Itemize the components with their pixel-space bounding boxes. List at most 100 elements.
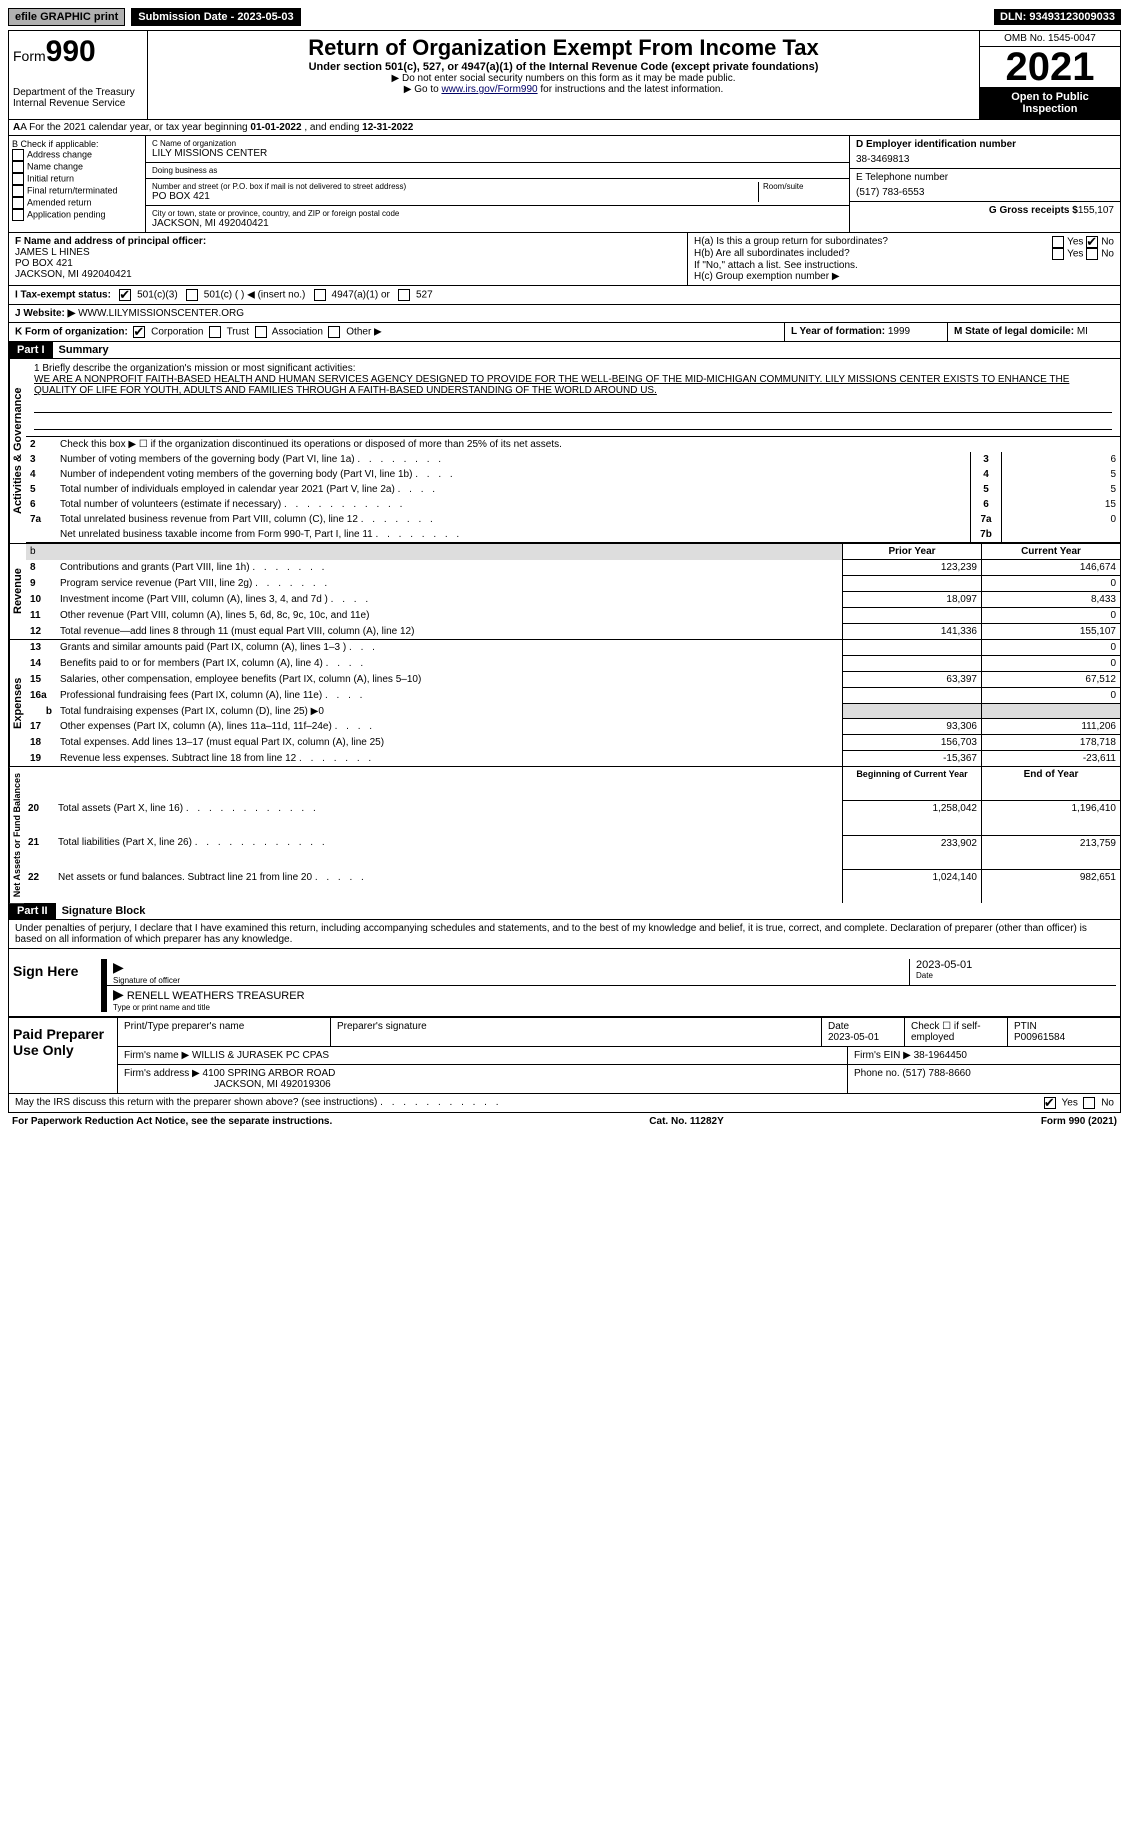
paid-preparer-block: Paid Preparer Use Only Print/Type prepar… (9, 1016, 1120, 1093)
officer-addr2: JACKSON, MI 492040421 (15, 269, 132, 280)
k-cell: K Form of organization: Corporation Trus… (9, 323, 785, 341)
current-year-hdr: Current Year (982, 544, 1121, 560)
part2-badge: Part II (9, 903, 56, 919)
l-cell: L Year of formation: 1999 (785, 323, 948, 341)
dln-badge: DLN: 93493123009033 (994, 9, 1121, 25)
table-row: 7aTotal unrelated business revenue from … (26, 512, 1120, 527)
table-row: 10Investment income (Part VIII, column (… (26, 592, 1120, 608)
chk-corp[interactable] (133, 326, 145, 338)
h-b-row: H(b) Are all subordinates included? Yes … (694, 248, 1114, 260)
preparer-date-hdr: Date (828, 1021, 849, 1032)
table-row: 11Other revenue (Part VIII, column (A), … (26, 608, 1120, 624)
dba-row: Doing business as (146, 163, 849, 179)
firm-ein: 38-1964450 (914, 1050, 967, 1061)
ha-no[interactable] (1086, 236, 1098, 248)
col-c-org-info: C Name of organization LILY MISSIONS CEN… (146, 136, 849, 232)
officer-name: JAMES L HINES (15, 247, 90, 258)
net-table: Beginning of Current YearEnd of Year 20T… (24, 767, 1120, 903)
city-value: JACKSON, MI 492040421 (152, 218, 843, 229)
firm-addr-label: Firm's address ▶ (124, 1068, 200, 1079)
form-note-link: ▶ Go to www.irs.gov/Form990 for instruct… (152, 84, 975, 95)
chk-501c3[interactable] (119, 289, 131, 301)
firm-addr-row: Firm's address ▶ 4100 SPRING ARBOR ROADJ… (118, 1065, 1120, 1093)
discuss-no[interactable] (1083, 1097, 1095, 1109)
chk-final-return[interactable]: Final return/terminated (12, 185, 142, 197)
firm-name-row: Firm's name ▶ WILLIS & JURASEK PC CPAS F… (118, 1047, 1120, 1065)
page-footer: For Paperwork Reduction Act Notice, see … (8, 1113, 1121, 1130)
tab-net-assets: Net Assets or Fund Balances (9, 767, 24, 903)
table-row: 4Number of independent voting members of… (26, 467, 1120, 482)
table-row: Net unrelated business taxable income fr… (26, 527, 1120, 543)
gross-receipts-row: G Gross receipts $155,107 (850, 202, 1120, 219)
firm-name: WILLIS & JURASEK PC CPAS (192, 1050, 329, 1061)
chk-other[interactable] (328, 326, 340, 338)
street-row: Number and street (or P.O. box if mail i… (146, 179, 849, 206)
efile-badge: efile GRAPHIC print (8, 8, 125, 26)
ptin-value: P00961584 (1014, 1032, 1065, 1043)
table-row: 8Contributions and grants (Part VIII, li… (26, 560, 1120, 576)
ptin-hdr: PTIN (1014, 1021, 1037, 1032)
officer-addr1: PO BOX 421 (15, 258, 73, 269)
chk-assoc[interactable] (255, 326, 267, 338)
mission-blank-line (34, 398, 1112, 413)
header-right: OMB No. 1545-0047 2021 Open to Public In… (979, 31, 1120, 119)
m-cell: M State of legal domicile: MI (948, 323, 1120, 341)
signature-arrow-icon: ▶ (113, 959, 124, 975)
chk-501c[interactable] (186, 289, 198, 301)
b-label: B Check if applicable: (12, 139, 142, 149)
chk-trust[interactable] (209, 326, 221, 338)
officer-label: F Name and address of principal officer: (15, 236, 206, 247)
table-row: 16aProfessional fundraising fees (Part I… (26, 688, 1120, 704)
form-title: Return of Organization Exempt From Incom… (152, 35, 975, 61)
irs-label: Internal Revenue Service (13, 98, 143, 109)
website-value: WWW.LILYMISSIONSCENTER.ORG (75, 308, 244, 319)
mission-text: WE ARE A NONPROFIT FAITH-BASED HEALTH AN… (34, 374, 1112, 396)
table-row: 18Total expenses. Add lines 13–17 (must … (26, 735, 1120, 751)
chk-4947[interactable] (314, 289, 326, 301)
paid-preparer-label: Paid Preparer Use Only (9, 1018, 117, 1093)
hb-yes[interactable] (1052, 248, 1064, 260)
discuss-yes[interactable] (1044, 1097, 1056, 1109)
footer-left: For Paperwork Reduction Act Notice, see … (12, 1116, 332, 1127)
sig-date: 2023-05-01 (916, 959, 1116, 971)
gov-table: 2Check this box ▶ ☐ if the organization … (26, 437, 1120, 543)
h-c-row: H(c) Group exemption number ▶ (694, 271, 1114, 282)
room-suite-label: Room/suite (758, 182, 843, 202)
sig-date-label: Date (916, 971, 1116, 980)
form-container: Form990 Department of the Treasury Inter… (8, 30, 1121, 1113)
org-name-label: C Name of organization (152, 139, 843, 148)
gross-value: 155,107 (1078, 205, 1114, 216)
sig-line-row: ▶ Signature of officer 2023-05-01 Date (101, 959, 1116, 986)
h-a-row: H(a) Is this a group return for subordin… (694, 236, 1114, 248)
signer-name-label: Type or print name and title (113, 1003, 1116, 1012)
irs-link[interactable]: www.irs.gov/Form990 (441, 84, 537, 95)
tab-activities-gov: Activities & Governance (9, 359, 26, 543)
chk-name-change[interactable]: Name change (12, 161, 142, 173)
phone-row: E Telephone number (517) 783-6553 (850, 169, 1120, 202)
row-i-tax-status: I Tax-exempt status: 501(c)(3) 501(c) ( … (9, 286, 1120, 305)
tab-expenses: Expenses (9, 640, 26, 766)
table-row: 13Grants and similar amounts paid (Part … (26, 640, 1120, 656)
chk-amended-return[interactable]: Amended return (12, 197, 142, 209)
chk-527[interactable] (398, 289, 410, 301)
table-row: bTotal fundraising expenses (Part IX, co… (26, 704, 1120, 719)
revenue-table: bPrior YearCurrent Year 8Contributions a… (26, 544, 1120, 639)
table-row: 5Total number of individuals employed in… (26, 482, 1120, 497)
j-label: J Website: ▶ (15, 308, 75, 319)
footer-right: Form 990 (2021) (1041, 1116, 1117, 1127)
mission-block: 1 Briefly describe the organization's mi… (26, 359, 1120, 437)
ha-yes[interactable] (1052, 236, 1064, 248)
perjury-text: Under penalties of perjury, I declare th… (9, 920, 1120, 949)
row-a-tax-year: AA For the 2021 calendar year, or tax ye… (9, 120, 1120, 136)
chk-initial-return[interactable]: Initial return (12, 173, 142, 185)
chk-application-pending[interactable]: Application pending (12, 209, 142, 221)
form-subtitle: Under section 501(c), 527, or 4947(a)(1)… (152, 61, 975, 73)
chk-address-change[interactable]: Address change (12, 149, 142, 161)
street-label: Number and street (or P.O. box if mail i… (152, 182, 758, 191)
submission-date-badge: Submission Date - 2023-05-03 (131, 8, 300, 26)
section-b-c-d: B Check if applicable: Address change Na… (9, 136, 1120, 233)
begin-year-hdr: Beginning of Current Year (843, 767, 982, 801)
activities-gov-section: Activities & Governance 1 Briefly descri… (9, 359, 1120, 543)
hb-no[interactable] (1086, 248, 1098, 260)
open-public-badge: Open to Public Inspection (980, 87, 1120, 119)
